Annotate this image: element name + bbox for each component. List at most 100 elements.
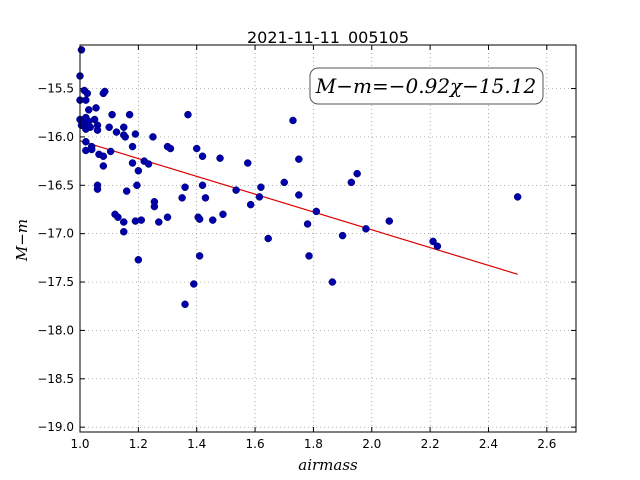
data-point bbox=[114, 213, 122, 221]
data-point bbox=[178, 194, 186, 202]
data-point bbox=[338, 231, 347, 240]
data-point bbox=[82, 96, 90, 104]
data-point bbox=[101, 87, 109, 96]
data-point bbox=[134, 167, 143, 175]
data-point bbox=[513, 193, 522, 201]
data-point bbox=[264, 234, 272, 243]
data-point bbox=[280, 178, 288, 187]
data-point bbox=[121, 133, 129, 141]
data-point bbox=[232, 186, 240, 194]
data-point bbox=[353, 169, 361, 178]
data-point bbox=[295, 191, 303, 199]
x-tick-label: 2.6 bbox=[537, 437, 556, 451]
plot-frame bbox=[79, 44, 577, 433]
data-point bbox=[144, 160, 153, 168]
data-point bbox=[255, 193, 264, 201]
data-point bbox=[195, 215, 204, 223]
annotation-box bbox=[309, 67, 544, 105]
data-point bbox=[246, 200, 255, 209]
data-point bbox=[385, 217, 394, 225]
x-tick-label: 2.4 bbox=[479, 437, 498, 451]
data-point bbox=[347, 178, 356, 187]
data-point bbox=[244, 159, 252, 167]
x-tick-label: 1.0 bbox=[70, 437, 89, 451]
equation-annotation: M−m=−0.92χ−15.12 bbox=[309, 67, 544, 105]
y-tick-label: −19.0 bbox=[37, 420, 74, 434]
x-tick-label: 2.0 bbox=[362, 437, 381, 451]
data-point bbox=[201, 194, 210, 202]
data-point bbox=[433, 242, 442, 250]
y-ticks: −15.5 −16.0 −16.5 −17.0 −17.5 −18.0 −18.5 −19.0 bbox=[37, 82, 576, 434]
data-point bbox=[131, 130, 140, 138]
fit-line bbox=[79, 140, 518, 275]
y-tick-label: −15.5 bbox=[37, 82, 74, 96]
data-point bbox=[82, 138, 90, 146]
x-axis-label: airmass bbox=[298, 456, 358, 474]
y-tick-label: −16.0 bbox=[37, 130, 74, 144]
y-tick-label: −16.5 bbox=[37, 178, 74, 192]
data-point bbox=[198, 181, 207, 190]
data-point bbox=[219, 210, 227, 219]
data-point bbox=[289, 116, 297, 125]
y-tick-label: −18.0 bbox=[37, 323, 74, 337]
data-point bbox=[99, 152, 108, 161]
data-point bbox=[216, 154, 224, 162]
data-point bbox=[190, 280, 198, 288]
data-point bbox=[195, 252, 204, 260]
x-tick-label: 1.2 bbox=[129, 437, 148, 451]
data-point bbox=[362, 225, 370, 233]
data-point bbox=[108, 110, 116, 119]
data-point bbox=[181, 183, 189, 191]
y-axis-label: M−m bbox=[13, 219, 31, 262]
data-point bbox=[429, 237, 437, 246]
data-point bbox=[112, 128, 121, 136]
x-ticks: 1.0 1.2 1.4 1.6 1.8 2.0 2.2 2.4 2.6 bbox=[70, 45, 556, 451]
annotation-text: M−m=−0.92χ−15.12 bbox=[315, 74, 536, 98]
data-point bbox=[181, 300, 189, 309]
data-point bbox=[122, 187, 131, 195]
grid bbox=[79, 45, 576, 432]
data-point bbox=[137, 216, 146, 224]
data-point bbox=[328, 278, 337, 286]
data-point bbox=[82, 146, 90, 155]
x-tick-label: 2.2 bbox=[421, 437, 440, 451]
data-point bbox=[120, 227, 128, 236]
data-point bbox=[303, 220, 312, 228]
data-point bbox=[86, 123, 94, 131]
x-tick-label: 1.4 bbox=[187, 437, 206, 451]
data-point bbox=[83, 89, 92, 98]
data-point bbox=[120, 218, 128, 226]
data-point bbox=[106, 147, 115, 156]
y-tick-label: −17.0 bbox=[37, 227, 74, 241]
data-point bbox=[93, 185, 102, 193]
data-point bbox=[295, 155, 303, 163]
data-point bbox=[305, 252, 313, 260]
data-points bbox=[76, 46, 522, 309]
data-point bbox=[120, 123, 128, 131]
data-point bbox=[257, 183, 265, 191]
data-point bbox=[149, 133, 157, 141]
x-tick-label: 1.6 bbox=[246, 437, 265, 451]
data-point bbox=[184, 110, 192, 119]
data-point bbox=[312, 207, 321, 216]
data-point bbox=[133, 181, 141, 190]
x-tick-label: 1.8 bbox=[304, 437, 323, 451]
data-point bbox=[105, 123, 113, 131]
data-point bbox=[192, 144, 201, 153]
chart-title: 2021-11-11_005105 bbox=[247, 28, 409, 48]
data-point bbox=[99, 162, 108, 170]
data-point bbox=[128, 142, 137, 151]
data-point bbox=[125, 110, 134, 119]
y-tick-label: −17.5 bbox=[37, 275, 74, 289]
plot-area bbox=[80, 45, 576, 432]
y-tick-label: −18.5 bbox=[37, 372, 74, 386]
data-point bbox=[128, 159, 137, 167]
data-point bbox=[209, 216, 217, 224]
data-point bbox=[150, 202, 159, 211]
data-point bbox=[166, 144, 175, 153]
data-point bbox=[85, 106, 93, 114]
data-point bbox=[77, 46, 86, 54]
data-point bbox=[93, 126, 102, 134]
data-point bbox=[198, 152, 207, 161]
